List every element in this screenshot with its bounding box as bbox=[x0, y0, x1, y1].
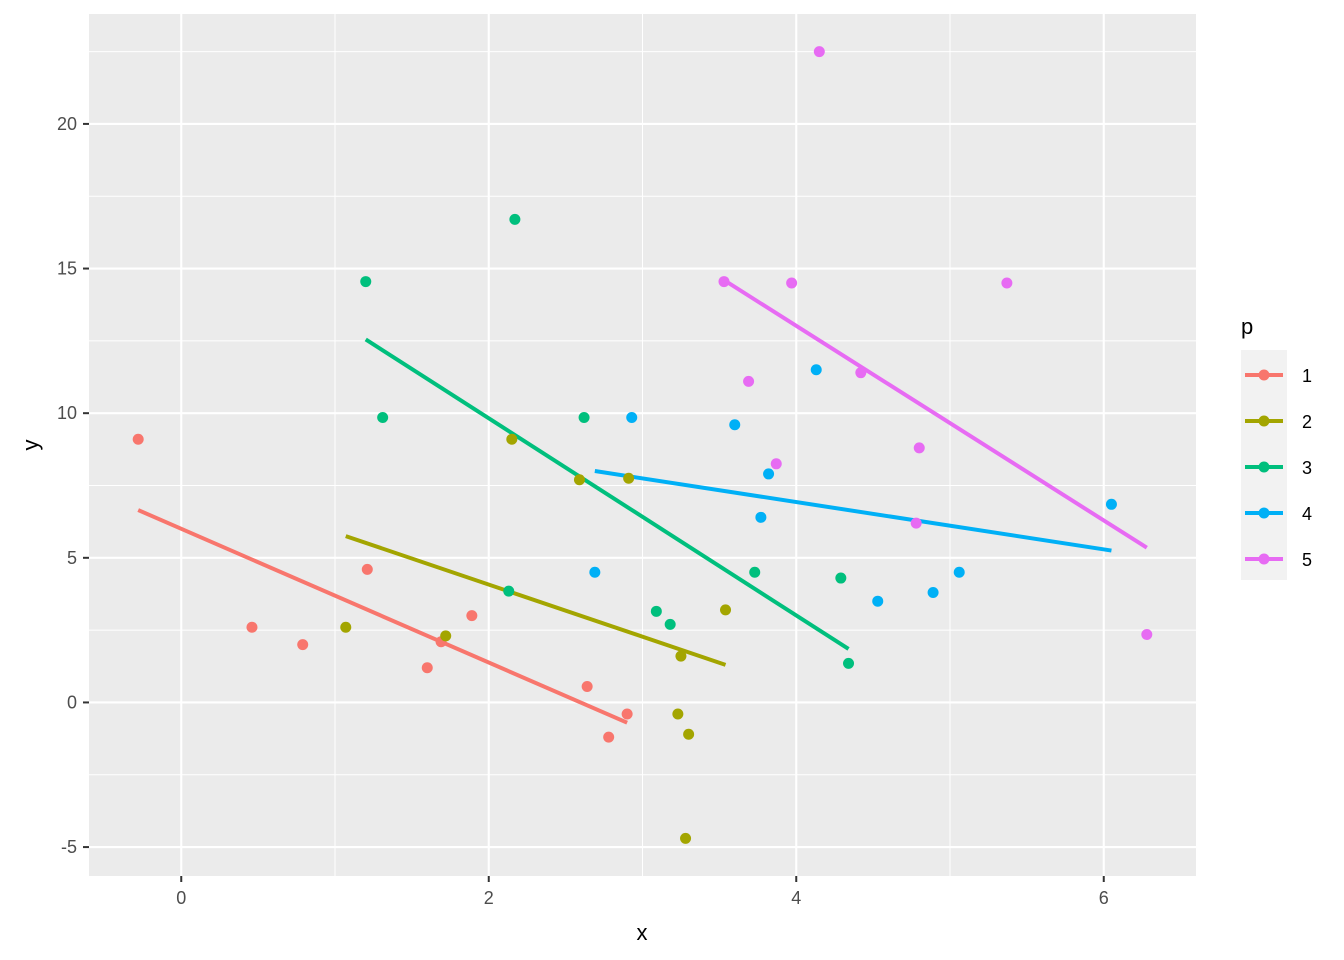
major-grid bbox=[89, 14, 1196, 876]
x-tick-label: 6 bbox=[1099, 888, 1109, 908]
data-point-2 bbox=[573, 474, 585, 486]
data-point-4 bbox=[953, 566, 965, 578]
data-point-4 bbox=[810, 364, 822, 376]
legend-key-point-2 bbox=[1258, 415, 1270, 427]
data-point-1 bbox=[581, 681, 593, 693]
data-point-2 bbox=[683, 728, 695, 740]
fit-line-5 bbox=[722, 278, 1148, 550]
data-point-5 bbox=[913, 442, 925, 454]
legend-label-1: 1 bbox=[1302, 366, 1312, 386]
data-point-5 bbox=[786, 277, 798, 289]
fit-line-1 bbox=[137, 508, 628, 725]
fit-line-3 bbox=[364, 337, 850, 651]
legend: p 1 2 3 4 5 bbox=[1241, 314, 1312, 580]
data-point-2 bbox=[340, 621, 352, 633]
data-point-1 bbox=[466, 610, 478, 622]
data-point-4 bbox=[927, 587, 939, 599]
x-tick-label: 0 bbox=[176, 888, 186, 908]
data-point-5 bbox=[770, 458, 782, 470]
data-point-3 bbox=[749, 566, 761, 578]
legend-key-point-4 bbox=[1258, 507, 1270, 519]
y-axis-title: y bbox=[18, 440, 43, 451]
x-tick-label: 4 bbox=[791, 888, 801, 908]
y-axis-ticks: -5 0 5 10 15 20 bbox=[57, 114, 89, 857]
data-point-4 bbox=[763, 468, 775, 480]
legend-key-point-5 bbox=[1258, 553, 1270, 565]
data-point-2 bbox=[675, 650, 687, 662]
data-point-5 bbox=[1001, 277, 1013, 289]
data-point-4 bbox=[755, 511, 767, 523]
data-point-2 bbox=[440, 630, 452, 642]
y-tick-label: -5 bbox=[61, 837, 77, 857]
data-point-3 bbox=[650, 605, 662, 617]
x-axis-title: x bbox=[637, 920, 648, 945]
data-point-2 bbox=[623, 472, 635, 484]
data-point-4 bbox=[872, 595, 884, 607]
minor-grid bbox=[89, 14, 1196, 876]
fit-line-4 bbox=[594, 469, 1112, 553]
data-point-2 bbox=[720, 604, 732, 616]
fit-line-2 bbox=[345, 534, 727, 667]
fit-lines bbox=[137, 278, 1148, 725]
data-point-1 bbox=[603, 731, 615, 743]
data-point-5 bbox=[813, 46, 825, 58]
data-points bbox=[132, 46, 1153, 844]
data-point-3 bbox=[835, 572, 847, 584]
data-point-5 bbox=[910, 517, 922, 529]
data-point-4 bbox=[589, 566, 601, 578]
data-point-2 bbox=[672, 708, 684, 720]
legend-title: p bbox=[1241, 314, 1253, 339]
data-point-1 bbox=[621, 708, 633, 720]
data-point-3 bbox=[377, 412, 389, 424]
legend-label-3: 3 bbox=[1302, 458, 1312, 478]
data-point-1 bbox=[246, 621, 258, 633]
data-point-1 bbox=[132, 433, 144, 445]
data-point-4 bbox=[729, 419, 741, 431]
data-point-2 bbox=[680, 832, 692, 844]
data-point-3 bbox=[503, 585, 515, 597]
data-point-3 bbox=[664, 618, 676, 630]
data-point-4 bbox=[1105, 498, 1117, 510]
legend-label-4: 4 bbox=[1302, 504, 1312, 524]
data-point-1 bbox=[361, 563, 373, 575]
legend-items: 1 2 3 4 5 bbox=[1245, 366, 1312, 570]
y-tick-label: 15 bbox=[57, 259, 77, 279]
data-point-5 bbox=[743, 375, 755, 387]
legend-label-2: 2 bbox=[1302, 412, 1312, 432]
data-point-1 bbox=[297, 639, 309, 651]
data-point-3 bbox=[360, 276, 372, 288]
data-point-2 bbox=[506, 433, 518, 445]
data-point-5 bbox=[1141, 628, 1153, 640]
data-point-5 bbox=[855, 367, 867, 379]
data-point-1 bbox=[421, 662, 433, 674]
data-point-5 bbox=[718, 276, 730, 288]
y-tick-label: 10 bbox=[57, 403, 77, 423]
data-point-3 bbox=[843, 657, 855, 669]
x-axis-ticks: 0 2 4 6 bbox=[176, 876, 1109, 908]
data-point-4 bbox=[626, 412, 638, 424]
data-point-3 bbox=[578, 412, 590, 424]
y-tick-label: 0 bbox=[67, 692, 77, 712]
legend-label-5: 5 bbox=[1302, 550, 1312, 570]
data-point-3 bbox=[509, 213, 521, 225]
legend-key-point-3 bbox=[1258, 461, 1270, 473]
y-tick-label: 5 bbox=[67, 548, 77, 568]
x-tick-label: 2 bbox=[484, 888, 494, 908]
y-tick-label: 20 bbox=[57, 114, 77, 134]
legend-key-point-1 bbox=[1258, 369, 1270, 381]
